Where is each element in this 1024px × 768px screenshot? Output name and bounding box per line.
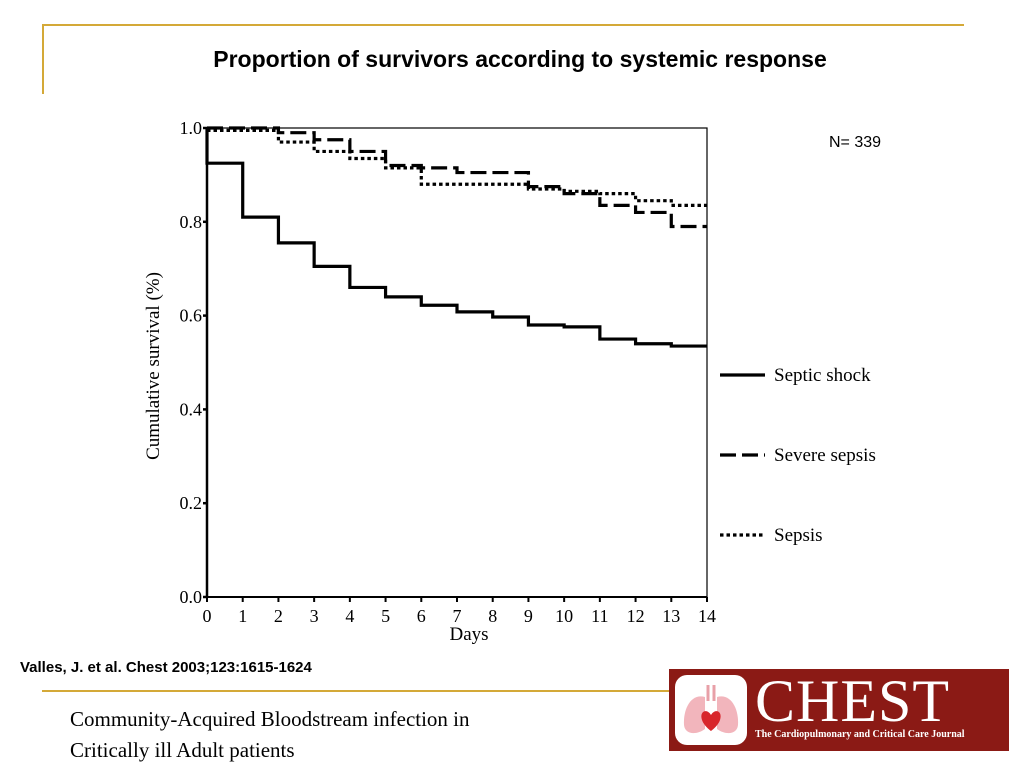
- citation: Valles, J. et al. Chest 2003;123:1615-16…: [20, 659, 312, 676]
- legend-label-septic-shock: Septic shock: [774, 365, 871, 386]
- x-tick-label: 9: [524, 606, 533, 626]
- slide-subtitle: Community-Acquired Bloodstream infection…: [70, 704, 470, 766]
- x-tick-label: 2: [274, 606, 283, 626]
- x-tick-label: 4: [345, 606, 354, 626]
- y-tick-label: 0.4: [180, 399, 203, 419]
- x-tick-label: 0: [203, 606, 212, 626]
- chest-journal-logo: CHEST The Cardiopulmonary and Critical C…: [669, 669, 1009, 751]
- x-tick-label: 8: [488, 606, 497, 626]
- series-line-sepsis: [207, 128, 707, 207]
- lungs-heart-icon: [675, 675, 747, 745]
- subtitle-line-2: Critically ill Adult patients: [70, 738, 295, 762]
- x-tick-label: 10: [555, 606, 573, 626]
- slide-title: Proportion of survivors according to sys…: [213, 46, 827, 72]
- chart-legend: Septic shock Severe sepsis Sepsis: [720, 365, 876, 546]
- legend-label-sepsis: Sepsis: [774, 525, 823, 546]
- series-line-severe-sepsis: [207, 126, 707, 229]
- y-tick-label: 1.0: [180, 118, 203, 138]
- x-tick-label: 3: [310, 606, 319, 626]
- y-tick-label: 0.6: [180, 306, 203, 326]
- logo-wordmark: CHEST: [755, 668, 951, 734]
- bottom-accent-rule: [42, 690, 670, 692]
- x-tick-label: 13: [662, 606, 680, 626]
- chart-lines: [205, 126, 707, 348]
- logo-tagline: The Cardiopulmonary and Critical Care Jo…: [755, 729, 965, 740]
- legend-label-severe-sepsis: Severe sepsis: [774, 445, 876, 466]
- y-tick-label: 0.8: [180, 212, 203, 232]
- left-accent-rule: [42, 24, 44, 94]
- x-tick-label: 5: [381, 606, 390, 626]
- y-tick-label: 0.0: [180, 587, 203, 607]
- top-accent-rule: [42, 24, 964, 26]
- x-axis-label: Days: [449, 624, 488, 645]
- subtitle-line-1: Community-Acquired Bloodstream infection…: [70, 707, 470, 731]
- y-axis-label: Cumulative survival (%): [143, 272, 164, 460]
- x-tick-label: 6: [417, 606, 426, 626]
- plot-frame: [206, 127, 708, 598]
- x-tick-label: 14: [698, 606, 716, 626]
- series-line-septic-shock: [205, 128, 707, 348]
- x-tick-label: 12: [627, 606, 645, 626]
- sample-size-label: N= 339: [829, 134, 882, 151]
- x-tick-label: 1: [238, 606, 247, 626]
- chart-axes: 0 1 2 3 4 5 6 7 8 9 10 11 12 13 140.00.20.40.60.81.0Da…: [143, 118, 716, 645]
- x-tick-label: 7: [453, 606, 462, 626]
- y-tick-label: 0.2: [180, 493, 203, 513]
- x-tick-label: 11: [591, 606, 608, 626]
